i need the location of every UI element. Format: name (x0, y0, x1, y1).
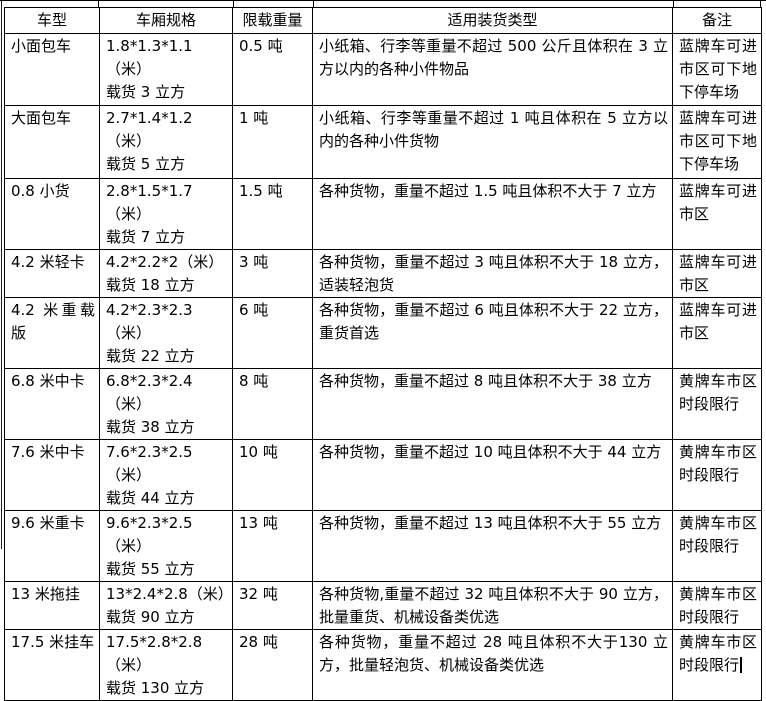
max-load-cell[interactable]: 3 吨 (232, 249, 313, 298)
spec-dimensions: 4.2*2.3*2.3（米） (106, 301, 193, 342)
vehicle-type-cell[interactable]: 6.8 米中卡 (4, 368, 100, 440)
spec-dimensions: 1.8*1.3*1.1（米） (106, 37, 193, 78)
cropped-row-top-border (0, 0, 766, 1)
max-load-cell[interactable]: 0.5 吨 (232, 33, 313, 106)
cropped-row-divider (98, 0, 99, 8)
vehicle-type-cell[interactable]: 17.5 米挂车 (4, 629, 100, 701)
header-row: 车型 车厢规格 限载重量 适用装货类型 备注 (4, 7, 762, 34)
spec-capacity: 载货 90 立方 (106, 608, 195, 626)
document-left-border (1, 0, 2, 549)
table-row: 9.6 米重卡 9.6*2.3*2.5（米） 载货 55 立方 13 吨 各种货… (4, 510, 762, 582)
table-row: 6.8 米中卡 6.8*2.3*2.4（米） 载货 38 立方 8 吨 各种货物… (4, 368, 762, 440)
column-header-max-load[interactable]: 限载重量 (232, 7, 313, 34)
spec-cell[interactable]: 6.8*2.3*2.4（米） 载货 38 立方 (99, 368, 233, 440)
column-header-cargo[interactable]: 适用装货类型 (312, 7, 673, 34)
spec-capacity: 载货 130 立方 (106, 679, 205, 697)
spec-capacity: 载货 18 立方 (106, 276, 195, 294)
cargo-type-cell[interactable]: 各种货物，重量不超过 8 吨且体积不大于 38 立方 (312, 368, 673, 440)
table-row: 小面包车 1.8*1.3*1.1（米） 载货 3 立方 0.5 吨 小纸箱、行李… (4, 33, 762, 106)
vehicle-type-cell[interactable]: 小面包车 (4, 33, 100, 106)
vehicle-type-cell[interactable]: 13 米拖挂 (4, 581, 100, 630)
vehicle-spec-table: 车型 车厢规格 限载重量 适用装货类型 备注 小面包车 1.8*1.3*1.1（… (4, 7, 762, 701)
max-load-cell[interactable]: 1.5 吨 (232, 178, 313, 250)
cropped-row-divider (760, 0, 761, 8)
cargo-type-cell[interactable]: 各种货物，重量不超过 1.5 吨且体积不大于 7 立方 (312, 178, 673, 250)
cargo-type-cell[interactable]: 各种货物，重量不超过 10 吨且体积不大于 44 立方 (312, 439, 673, 511)
vehicle-type-cell[interactable]: 4.2 米重载版 (4, 297, 100, 369)
max-load-cell[interactable]: 10 吨 (232, 439, 313, 511)
table-row: 13 米拖挂 13*2.4*2.8（米） 载货 90 立方 32 吨 各种货物,… (4, 581, 762, 630)
spec-dimensions: 2.7*1.4*1.2（米） (106, 109, 193, 150)
text-cursor (740, 657, 743, 673)
note-cell[interactable]: 蓝牌车可进市区 (672, 249, 762, 298)
vehicle-type-cell[interactable]: 9.6 米重卡 (4, 510, 100, 582)
note-cell[interactable]: 黄牌车市区时段限行 (672, 368, 762, 440)
note-cell[interactable]: 黄牌车市区时段限行 (672, 439, 762, 511)
cargo-type-cell[interactable]: 小纸箱、行李等重量不超过 500 公斤且体积在 3 立方以内的各种小件物品 (312, 33, 673, 106)
vehicle-type-cell[interactable]: 4.2 米轻卡 (4, 249, 100, 298)
table-row: 17.5 米挂车 17.5*2.8*2.8（米） 载货 130 立方 28 吨 … (4, 629, 762, 701)
spec-capacity: 载货 44 立方 (106, 489, 195, 507)
vehicle-type-cell[interactable]: 大面包车 (4, 105, 100, 179)
spec-cell[interactable]: 17.5*2.8*2.8（米） 载货 130 立方 (99, 629, 233, 701)
note-cell[interactable]: 黄牌车市区时段限行 (672, 629, 762, 701)
spec-cell[interactable]: 2.7*1.4*1.2（米） 载货 5 立方 (99, 105, 233, 179)
max-load-cell[interactable]: 1 吨 (232, 105, 313, 179)
cargo-type-cell[interactable]: 各种货物，重量不超过 28 吨且体积不大于130 立方，批量轻泡货、机械设备类优… (312, 629, 673, 701)
cropped-row-divider (233, 0, 234, 8)
cropped-row-divider (313, 0, 314, 8)
spec-cell[interactable]: 4.2*2.2*2（米） 载货 18 立方 (99, 249, 233, 298)
max-load-cell[interactable]: 32 吨 (232, 581, 313, 630)
table-row: 4.2 米重载版 4.2*2.3*2.3（米） 载货 22 立方 6 吨 各种货… (4, 297, 762, 369)
spec-capacity: 载货 5 立方 (106, 155, 186, 173)
column-header-vehicle[interactable]: 车型 (4, 7, 100, 34)
spec-dimensions: 4.2*2.2*2（米） (106, 253, 224, 271)
cargo-type-cell[interactable]: 各种货物,重量不超过 32 吨且体积不大于 90 立方，批量重货、机械设备类优选 (312, 581, 673, 630)
note-cell[interactable]: 蓝牌车可进市区可下地下停车场 (672, 33, 762, 106)
note-text: 黄牌车市区时段限行 (679, 633, 757, 674)
spec-cell[interactable]: 9.6*2.3*2.5（米） 载货 55 立方 (99, 510, 233, 582)
vehicle-type-cell[interactable]: 7.6 米中卡 (4, 439, 100, 511)
spec-dimensions: 13*2.4*2.8（米） (106, 585, 233, 603)
note-cell[interactable]: 蓝牌车可进市区 (672, 178, 762, 250)
spec-capacity: 载货 7 立方 (106, 228, 186, 246)
note-cell[interactable]: 黄牌车市区时段限行 (672, 581, 762, 630)
note-cell[interactable]: 黄牌车市区时段限行 (672, 510, 762, 582)
vehicle-type-cell[interactable]: 0.8 小货 (4, 178, 100, 250)
max-load-cell[interactable]: 13 吨 (232, 510, 313, 582)
spec-capacity: 载货 3 立方 (106, 83, 186, 101)
spec-dimensions: 6.8*2.3*2.4（米） (106, 372, 193, 413)
column-header-note[interactable]: 备注 (672, 7, 762, 34)
max-load-cell[interactable]: 28 吨 (232, 629, 313, 701)
cargo-type-cell[interactable]: 各种货物，重量不超过 6 吨且体积不大于 22 立方，重货首选 (312, 297, 673, 369)
spec-capacity: 载货 55 立方 (106, 560, 195, 578)
max-load-cell[interactable]: 8 吨 (232, 368, 313, 440)
spec-cell[interactable]: 1.8*1.3*1.1（米） 载货 3 立方 (99, 33, 233, 106)
note-cell[interactable]: 蓝牌车可进市区 (672, 297, 762, 369)
column-header-spec[interactable]: 车厢规格 (99, 7, 233, 34)
max-load-cell[interactable]: 6 吨 (232, 297, 313, 369)
table-row: 0.8 小货 2.8*1.5*1.7（米） 载货 7 立方 1.5 吨 各种货物… (4, 178, 762, 250)
cargo-type-cell[interactable]: 小纸箱、行李等重量不超过 1 吨且体积在 5 立方以内的各种小件货物 (312, 105, 673, 179)
spec-dimensions: 2.8*1.5*1.7（米） (106, 182, 193, 223)
spec-cell[interactable]: 4.2*2.3*2.3（米） 载货 22 立方 (99, 297, 233, 369)
cargo-type-cell[interactable]: 各种货物，重量不超过 3 吨且体积不大于 18 立方，适装轻泡货 (312, 249, 673, 298)
spec-capacity: 载货 22 立方 (106, 347, 195, 365)
spec-dimensions: 17.5*2.8*2.8（米） (106, 633, 203, 674)
spec-cell[interactable]: 13*2.4*2.8（米） 载货 90 立方 (99, 581, 233, 630)
table-row: 7.6 米中卡 7.6*2.3*2.5（米） 载货 44 立方 10 吨 各种货… (4, 439, 762, 511)
spec-capacity: 载货 38 立方 (106, 418, 195, 436)
note-cell[interactable]: 蓝牌车可进市区可下地下停车场 (672, 105, 762, 179)
spec-cell[interactable]: 7.6*2.3*2.5（米） 载货 44 立方 (99, 439, 233, 511)
spec-cell[interactable]: 2.8*1.5*1.7（米） 载货 7 立方 (99, 178, 233, 250)
table-row: 大面包车 2.7*1.4*1.2（米） 载货 5 立方 1 吨 小纸箱、行李等重… (4, 105, 762, 179)
cropped-row-divider (673, 0, 674, 8)
spec-dimensions: 7.6*2.3*2.5（米） (106, 443, 193, 484)
table-row: 4.2 米轻卡 4.2*2.2*2（米） 载货 18 立方 3 吨 各种货物，重… (4, 249, 762, 298)
cargo-type-cell[interactable]: 各种货物，重量不超过 13 吨且体积不大于 55 立方 (312, 510, 673, 582)
spec-dimensions: 9.6*2.3*2.5（米） (106, 514, 193, 555)
